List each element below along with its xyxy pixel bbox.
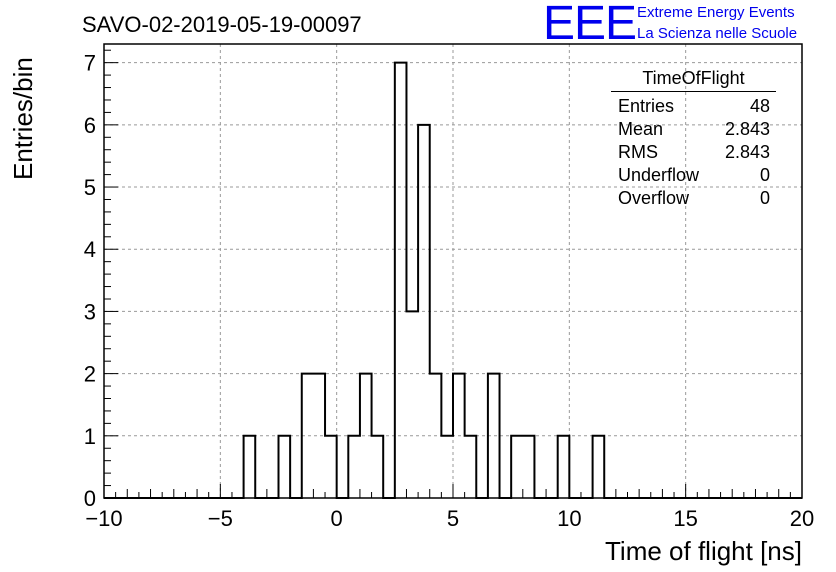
y-tick-label: 4 [84,237,96,262]
x-tick-label: 5 [447,506,459,531]
x-tick-label: −10 [85,506,122,531]
stats-value: 0 [759,188,770,208]
logo-subtitle-line1: Extreme Energy Events [637,4,795,21]
stats-row-entries: Entries 48 [611,95,776,118]
histogram-bin [593,436,605,498]
stats-label: RMS [618,142,658,162]
logo-subtitle-line2: La Scienza nelle Scuole [637,25,798,42]
histogram-bin [406,311,418,498]
stats-box-title: TimeOfFlight [611,68,776,92]
stats-label: Overflow [618,188,690,208]
stats-value: 2.843 [724,142,770,162]
histogram-bin [325,436,337,498]
stats-value: 0 [759,165,770,185]
stats-value: 2.843 [724,119,770,139]
stats-label: Entries [618,96,675,116]
histogram-bin [348,436,360,498]
x-tick-label: 0 [331,506,343,531]
eee-logo: EEE [543,0,637,50]
y-tick-label: 1 [84,424,96,449]
histogram-bin [511,436,523,498]
y-tick-label: 0 [84,486,96,511]
x-tick-labels: −10 −5 0 5 10 15 20 [85,506,814,531]
histogram-bin [395,63,407,498]
x-tick-label: 20 [790,506,814,531]
y-tick-label: 7 [84,51,96,76]
histogram-bin [372,436,384,498]
histogram-bin [441,436,453,498]
axis-ticks [103,49,803,499]
histogram-bins [244,63,605,498]
run-id-title: SAVO-02-2019-05-19-00097 [82,12,362,37]
stats-row-mean: Mean 2.843 [611,118,776,141]
stats-label: Mean [618,119,664,139]
histogram-bin [244,436,256,498]
y-tick-label: 2 [84,362,96,387]
y-axis-label: Entries/bin [8,57,38,180]
x-tick-label: 10 [557,506,581,531]
x-tick-label: 15 [673,506,697,531]
histogram-bin [523,436,535,498]
histogram-bin [279,436,291,498]
stats-value: 48 [749,96,770,116]
y-tick-label: 3 [84,299,96,324]
x-tick-label: −5 [208,506,233,531]
y-tick-label: 5 [84,175,96,200]
stats-label: Underflow [618,165,700,185]
histogram-bin [558,436,570,498]
stats-box: TimeOfFlight Entries 48 Mean 2.843 RMS 2… [611,68,776,210]
x-axis-label: Time of flight [ns] [605,536,802,566]
stats-row-rms: RMS 2.843 [611,141,776,164]
stats-row-underflow: Underflow 0 [611,164,776,187]
y-tick-labels: 0 1 2 3 4 5 6 7 [84,51,96,511]
stats-row-overflow: Overflow 0 [611,187,776,210]
histogram-bin [465,436,477,498]
y-tick-label: 6 [84,113,96,138]
